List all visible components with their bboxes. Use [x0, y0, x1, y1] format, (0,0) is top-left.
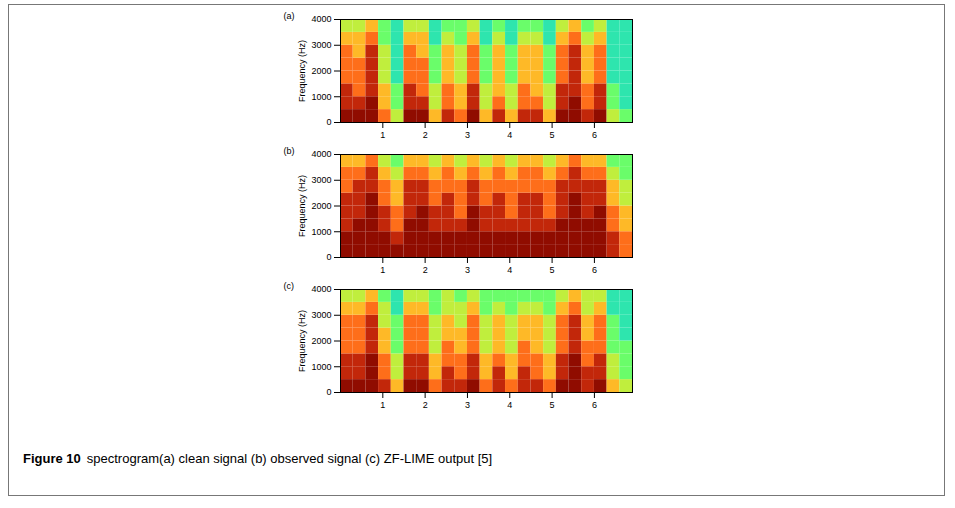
svg-text:0: 0	[326, 252, 331, 262]
svg-text:1: 1	[380, 130, 385, 140]
svg-text:6: 6	[591, 265, 596, 275]
svg-text:3: 3	[464, 265, 469, 275]
svg-text:4000: 4000	[311, 14, 331, 24]
svg-text:1000: 1000	[311, 227, 331, 237]
svg-text:2000: 2000	[311, 66, 331, 76]
svg-text:1000: 1000	[311, 362, 331, 372]
html-text:(a): (a)	[283, 11, 295, 21]
html-text:(c): (c)	[283, 281, 294, 291]
svg-text:3000: 3000	[311, 310, 331, 320]
html-text:Figure 10 spectrogram(a) clean: Figure 10 spectrogram(a) clean signal (b…	[23, 451, 493, 466]
svg-text:0: 0	[326, 117, 331, 127]
svg-text:3000: 3000	[311, 40, 331, 50]
svg-text:4000: 4000	[311, 149, 331, 159]
svg-text:3: 3	[464, 130, 469, 140]
svg-text:2: 2	[422, 265, 427, 275]
svg-text:1: 1	[380, 400, 385, 410]
svg-text:5: 5	[549, 400, 554, 410]
svg-text:5: 5	[549, 130, 554, 140]
svg-text:2000: 2000	[311, 201, 331, 211]
svg-text:Frequency (Hz): Frequency (Hz)	[296, 40, 306, 102]
svg-text:4: 4	[507, 265, 512, 275]
svg-text:2: 2	[422, 130, 427, 140]
svg-text:1000: 1000	[311, 92, 331, 102]
svg-text:2: 2	[422, 400, 427, 410]
svg-text:Frequency (Hz): Frequency (Hz)	[296, 310, 306, 372]
svg-text:1: 1	[380, 265, 385, 275]
svg-text:4: 4	[507, 400, 512, 410]
svg-text:2000: 2000	[311, 336, 331, 346]
svg-text:6: 6	[591, 130, 596, 140]
svg-text:6: 6	[591, 400, 596, 410]
svg-text:0: 0	[326, 387, 331, 397]
svg-text:4000: 4000	[311, 284, 331, 294]
html-text:(b): (b)	[283, 146, 295, 156]
svg-text:4: 4	[507, 130, 512, 140]
svg-text:3: 3	[464, 400, 469, 410]
svg-text:Frequency (Hz): Frequency (Hz)	[296, 175, 306, 237]
svg-text:5: 5	[549, 265, 554, 275]
svg-text:3000: 3000	[311, 175, 331, 185]
